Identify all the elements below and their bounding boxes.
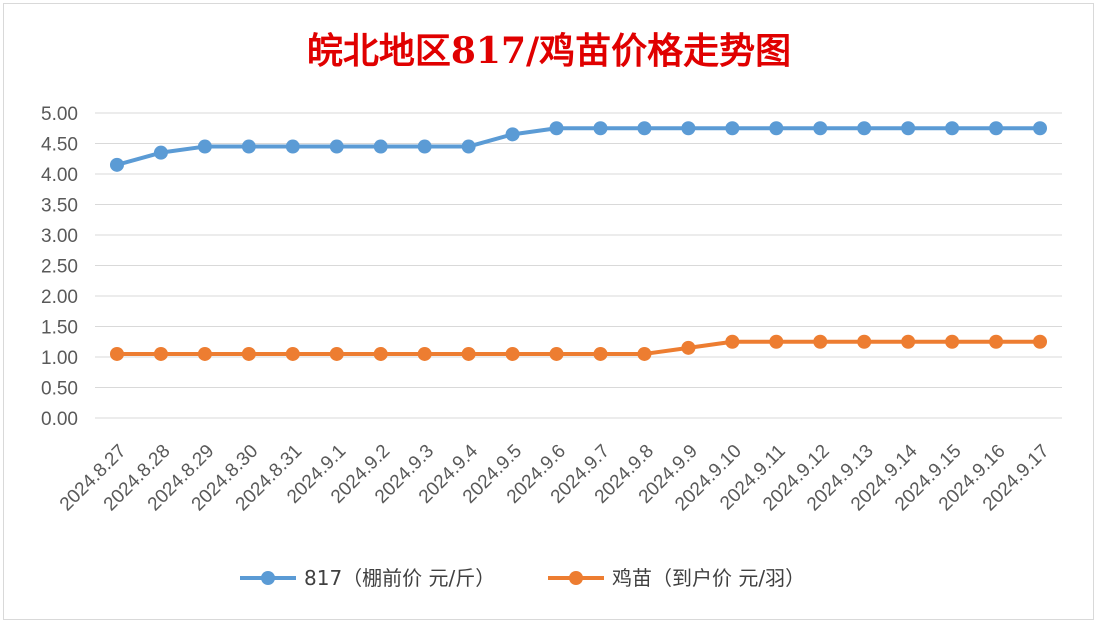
data-point[interactable]	[505, 127, 520, 142]
data-point[interactable]	[637, 346, 652, 361]
data-point[interactable]	[593, 346, 608, 361]
data-point[interactable]	[241, 346, 256, 361]
y-tick-label: 4.50	[41, 135, 78, 156]
data-point[interactable]	[417, 346, 432, 361]
data-point[interactable]	[153, 145, 168, 160]
data-point[interactable]	[197, 139, 212, 154]
data-point[interactable]	[725, 334, 740, 349]
gridlines	[95, 112, 1062, 419]
data-point[interactable]	[549, 121, 564, 136]
data-point[interactable]	[681, 121, 696, 136]
y-tick-label: 2.50	[41, 257, 78, 278]
data-point[interactable]	[637, 121, 652, 136]
data-point[interactable]	[813, 121, 828, 136]
legend-label: 鸡苗（到户价 元/羽）	[612, 566, 805, 590]
legend-swatch-marker	[261, 571, 275, 585]
data-point[interactable]	[945, 334, 960, 349]
data-point[interactable]	[725, 121, 740, 136]
data-point[interactable]	[813, 334, 828, 349]
y-axis-ticks: 0.00 0.50 1.00 1.50 2.00 2.50 3.00 3.50 4.00 4.50…	[41, 104, 78, 430]
data-point[interactable]	[285, 139, 300, 154]
series-line-0	[114, 126, 1043, 167]
series-group	[109, 121, 1048, 361]
data-point[interactable]	[945, 121, 960, 136]
legend[interactable]: 817（棚前价 元/斤） 鸡苗（到户价 元/羽）	[240, 566, 805, 590]
y-tick-label: 3.50	[41, 196, 78, 217]
chart-title: 皖北地区817/鸡苗价格走势图	[307, 30, 791, 72]
data-point[interactable]	[329, 139, 344, 154]
data-point[interactable]	[681, 340, 696, 355]
x-axis-ticks: 2024.8.272024.8.282024.8.292024.8.302024…	[56, 440, 1054, 515]
data-point[interactable]	[329, 346, 344, 361]
data-point[interactable]	[109, 346, 124, 361]
y-tick-label: 3.00	[41, 226, 78, 247]
data-point[interactable]	[373, 139, 388, 154]
data-point[interactable]	[461, 139, 476, 154]
data-point[interactable]	[1033, 121, 1048, 136]
data-point[interactable]	[1033, 334, 1048, 349]
data-point[interactable]	[901, 121, 916, 136]
legend-swatch-marker	[569, 571, 583, 585]
y-tick-label: 0.00	[41, 409, 78, 430]
data-point[interactable]	[549, 346, 564, 361]
y-tick-label: 4.00	[41, 165, 78, 186]
data-point[interactable]	[857, 334, 872, 349]
data-point[interactable]	[593, 121, 608, 136]
series-line-1	[114, 339, 1043, 356]
y-tick-label: 0.50	[41, 379, 78, 400]
data-point[interactable]	[989, 121, 1004, 136]
data-point[interactable]	[153, 346, 168, 361]
data-point[interactable]	[769, 334, 784, 349]
data-point[interactable]	[461, 346, 476, 361]
y-tick-label: 1.50	[41, 318, 78, 339]
data-point[interactable]	[417, 139, 432, 154]
chart-border	[3, 3, 1094, 620]
legend-label: 817（棚前价 元/斤）	[304, 566, 495, 590]
data-point[interactable]	[373, 346, 388, 361]
y-tick-label: 1.00	[41, 348, 78, 369]
data-point[interactable]	[505, 346, 520, 361]
data-point[interactable]	[285, 346, 300, 361]
data-point[interactable]	[857, 121, 872, 136]
data-point[interactable]	[197, 346, 212, 361]
data-point[interactable]	[989, 334, 1004, 349]
data-point[interactable]	[109, 157, 124, 172]
y-tick-label: 2.00	[41, 287, 78, 308]
y-tick-label: 5.00	[41, 104, 78, 125]
data-point[interactable]	[769, 121, 784, 136]
data-point[interactable]	[901, 334, 916, 349]
data-point[interactable]	[241, 139, 256, 154]
